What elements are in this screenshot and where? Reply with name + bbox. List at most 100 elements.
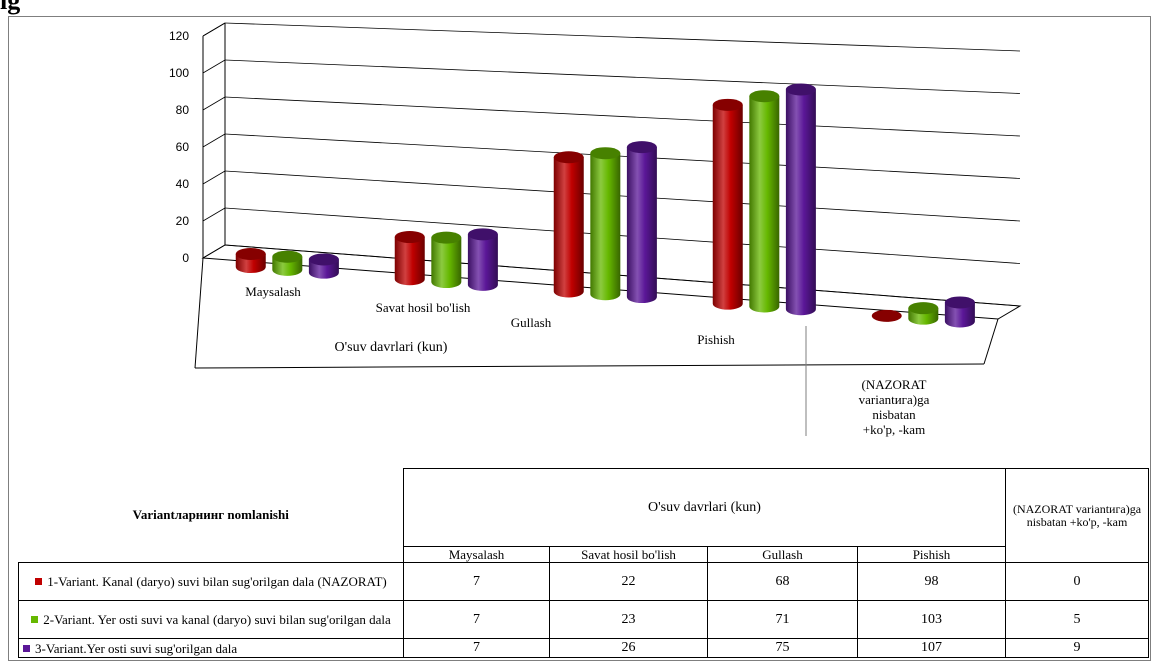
bar [308, 253, 339, 279]
figure-heading: ig [0, 0, 21, 15]
y-tick-label: 80 [176, 103, 190, 117]
gridline [224, 207, 1021, 264]
gridline-side [202, 133, 226, 148]
table-cell: 98 [857, 562, 1006, 601]
y-tick-label: 20 [176, 214, 190, 228]
table-row: 2-Variant. Yer osti suvi va kanal (daryo… [18, 600, 1149, 639]
column-header: Gullash [707, 546, 858, 563]
bar-top [467, 228, 498, 241]
bar [590, 147, 621, 301]
bar-top [871, 309, 902, 322]
table-cell: 107 [857, 638, 1006, 658]
row-label: 3-Variant.Yer osti suvi sug'orilgan dala [18, 638, 404, 658]
bar-top [749, 90, 780, 103]
gridline [224, 133, 1021, 179]
column-header: Maysalash [403, 546, 550, 563]
floor-front-right [983, 318, 999, 365]
table-row: 3-Variant.Yer osti suvi sug'orilgan dala… [18, 638, 1149, 658]
floor-front-left [194, 257, 204, 369]
chart-gridlines [202, 22, 1021, 307]
bar-body [749, 96, 780, 313]
bar [712, 98, 743, 310]
category-label: Maysalash [245, 284, 301, 299]
bar-body [590, 153, 621, 301]
floor-front-edge [194, 363, 985, 369]
column-header: Pishish [857, 546, 1006, 563]
bar [272, 250, 303, 276]
table-cell: 7 [403, 638, 550, 658]
bar-body [467, 234, 498, 291]
chart-frame [8, 16, 1151, 661]
y-tick-label: 120 [169, 29, 189, 43]
table-cell: 0 [1005, 562, 1149, 601]
bar [944, 296, 975, 328]
bar [626, 141, 657, 304]
category-label: (NAZORAT variantига)ga nisbatan +ko'p, -kam [859, 377, 930, 437]
bar-top [553, 151, 584, 164]
column-header: Savat hosil bo'lish [549, 546, 708, 563]
bar-body [712, 104, 743, 310]
bar-top [944, 296, 975, 309]
bar [553, 151, 584, 298]
y-tick-label: 40 [176, 177, 190, 191]
category-labels: Maysalash Savat hosil bo'lish Gullash Pishi… [245, 284, 929, 437]
category-label: Pishish [697, 332, 735, 347]
x-axis-title: O'suv davrlari (kun) [335, 340, 448, 355]
bar [467, 228, 498, 291]
bar-top [394, 231, 425, 244]
row-header: Variantларнинг nomlanishi [132, 507, 289, 523]
gridline [224, 96, 1021, 137]
row-header-cell: Variantларнинг nomlanishi [18, 468, 404, 563]
bar-body [626, 147, 657, 304]
bar-top [712, 98, 743, 111]
bar-top [308, 253, 339, 266]
table-cell: 26 [549, 638, 708, 658]
row-label: 1-Variant. Kanal (daryo) suvi bilan sug'… [18, 562, 404, 601]
table-cell: 5 [1005, 600, 1149, 639]
gridline-side [202, 22, 226, 37]
gridline-side [202, 244, 226, 259]
gridline-side [202, 96, 226, 111]
table-cell: 75 [707, 638, 858, 658]
gridline [224, 170, 1021, 222]
bar-top [272, 250, 303, 263]
gridline [224, 59, 1021, 94]
bar-body [394, 237, 425, 286]
last-column-header: (NAZORAT variantига)ga nisbatan +ko'p, -… [1005, 468, 1149, 563]
bar [394, 231, 425, 286]
bar-top [626, 141, 657, 154]
bar [785, 83, 816, 316]
table-cell: 7 [403, 600, 550, 639]
gridline-side [202, 59, 226, 74]
y-tick-label: 100 [169, 66, 189, 80]
legend-key-red [35, 578, 43, 585]
bar [908, 302, 939, 325]
chart-bars [235, 83, 975, 328]
bar-body [431, 237, 462, 289]
table-cell: 23 [549, 600, 708, 639]
bar-body [944, 302, 975, 328]
bar [749, 90, 780, 313]
data-table: Variantларнинг nomlanishi O'suv davrlari… [18, 468, 1149, 658]
bar [235, 248, 266, 274]
table-cell: 22 [549, 562, 708, 601]
bar [871, 309, 902, 322]
bar-top [908, 302, 939, 315]
gridline-side [202, 207, 226, 222]
table-row: 1-Variant. Kanal (daryo) suvi bilan sug'… [18, 562, 1149, 601]
y-tick-label: 0 [182, 251, 189, 265]
bar-body [785, 89, 816, 316]
bar-body [553, 157, 584, 298]
table-cell: 7 [403, 562, 550, 601]
bar-top [590, 147, 621, 160]
gridline [224, 22, 1021, 52]
bar-top [785, 83, 816, 96]
table-cell: 9 [1005, 638, 1149, 658]
y-axis-ticks: 0 20 40 60 80 100 120 [169, 29, 189, 265]
table-cell: 68 [707, 562, 858, 601]
bar-top [235, 248, 266, 261]
gridline [224, 244, 1021, 307]
table-cell: 71 [707, 600, 858, 639]
category-label: Gullash [511, 315, 552, 330]
table-cell: 103 [857, 600, 1006, 639]
